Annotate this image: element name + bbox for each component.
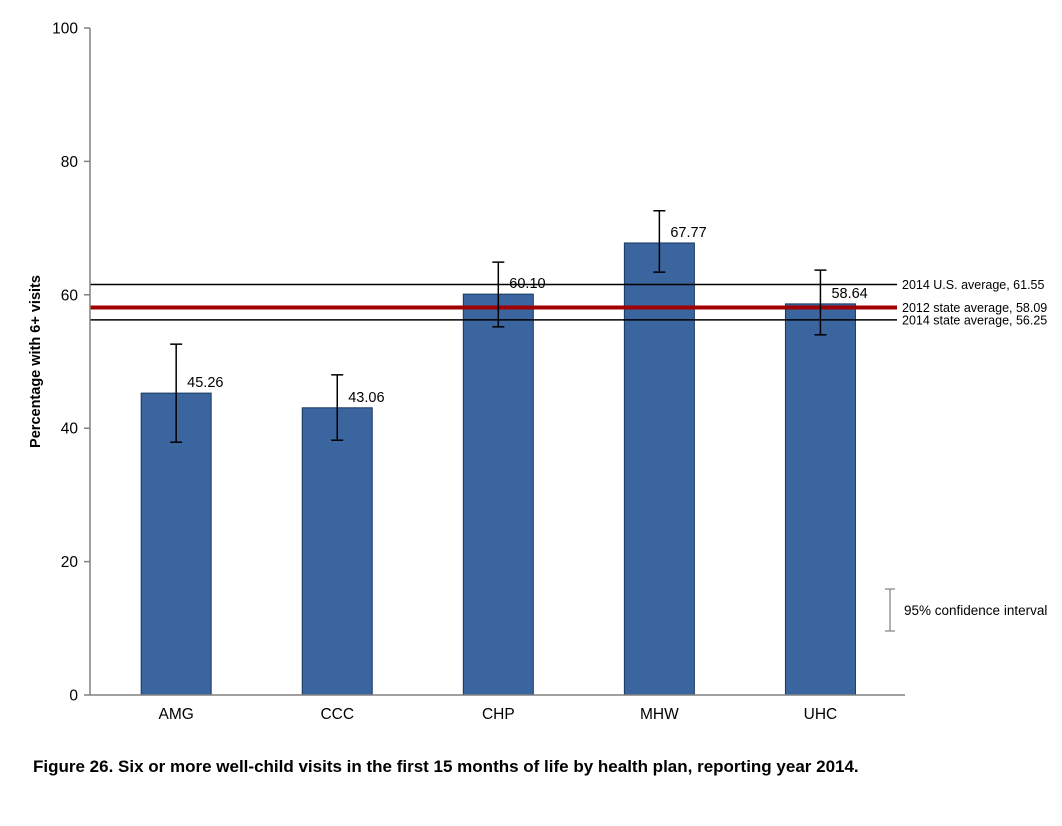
x-category-label-uhc: UHC bbox=[804, 706, 838, 723]
y-tick-label-80: 80 bbox=[61, 154, 79, 171]
legend-label: 95% confidence interval bbox=[904, 603, 1047, 618]
axes-group bbox=[84, 27, 905, 696]
bar-mhw bbox=[623, 242, 695, 696]
bar-value-label-uhc: 58.64 bbox=[831, 286, 867, 302]
y-tick-label-20: 20 bbox=[61, 554, 79, 571]
labels-group: 2014 U.S. average, 61.55 2012 state avera… bbox=[28, 21, 1047, 724]
y-tick-label-0: 0 bbox=[69, 688, 78, 705]
y-tick-label-60: 60 bbox=[61, 287, 79, 304]
y-axis-title: Percentage with 6+ visits bbox=[28, 275, 44, 448]
bar-value-label-mhw: 67.77 bbox=[670, 225, 706, 241]
x-category-label-mhw: MHW bbox=[640, 706, 679, 723]
y-tick-label-100: 100 bbox=[52, 21, 78, 38]
x-category-label-chp: CHP bbox=[482, 706, 515, 723]
y-tick-label-40: 40 bbox=[61, 421, 79, 438]
bar-chp bbox=[462, 293, 534, 696]
figure-caption: Figure 26. Six or more well-child visits… bbox=[33, 757, 859, 776]
x-category-label-amg: AMG bbox=[159, 706, 194, 723]
reference-line-label-2: 2014 state average, 56.25 bbox=[902, 313, 1047, 327]
x-category-label-ccc: CCC bbox=[320, 706, 354, 723]
bar-value-label-chp: 60.10 bbox=[509, 276, 545, 292]
reference-line-label-1: 2012 state average, 58.09 bbox=[902, 301, 1047, 315]
bar-value-label-amg: 45.26 bbox=[187, 375, 223, 391]
bar-uhc bbox=[784, 303, 856, 696]
bar-amg bbox=[140, 392, 212, 696]
reference-lines-group bbox=[90, 283, 897, 321]
reference-line-label-0: 2014 U.S. average, 61.55 bbox=[902, 278, 1045, 292]
error-bars-group bbox=[170, 210, 827, 443]
bar-chart: 2014 U.S. average, 61.55 2012 state avera… bbox=[28, 21, 1047, 724]
bar-value-label-ccc: 43.06 bbox=[348, 390, 384, 406]
legend-group: 95% confidence interval bbox=[885, 588, 1047, 632]
bar-ccc bbox=[301, 407, 373, 696]
